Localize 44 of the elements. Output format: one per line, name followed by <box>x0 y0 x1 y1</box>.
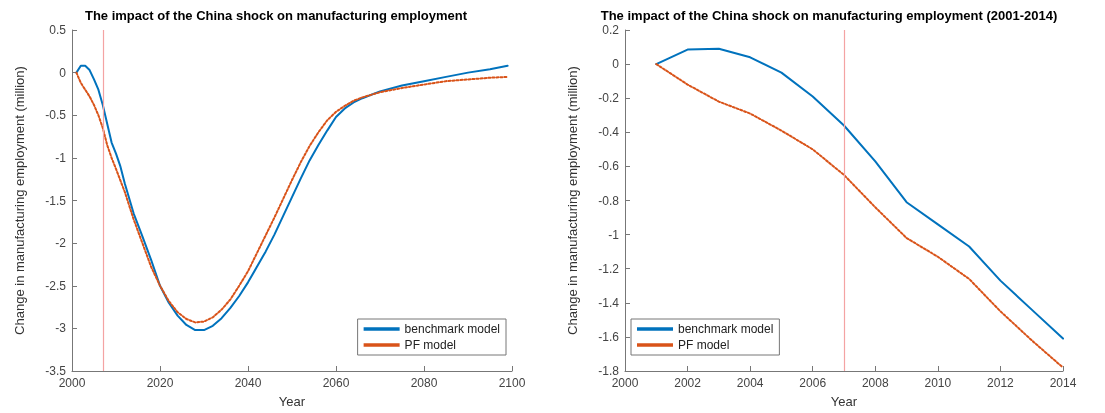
y-tick-label: 0.2 <box>602 23 620 37</box>
y-tick-label: -1.4 <box>598 295 620 310</box>
y-axis-title: Change in manufacturing employment (million) <box>565 66 580 335</box>
y-axis-title: Change in manufacturing employment (million) <box>12 66 27 335</box>
y-tick-label: -1.8 <box>598 364 620 378</box>
y-tick-label: -2 <box>55 236 67 251</box>
y-tick-label: -0.4 <box>598 125 620 140</box>
x-tick-label: 2020 <box>146 376 174 390</box>
y-tick-label: -2.5 <box>45 278 67 293</box>
y-tick-label: -3 <box>55 321 67 336</box>
x-tick-label: 2014 <box>1049 376 1077 390</box>
x-axis-title: Year <box>278 394 306 409</box>
y-tick-label: 0 <box>612 57 620 72</box>
x-tick-label: 2100 <box>498 376 526 390</box>
y-tick-label: 0.5 <box>49 23 67 37</box>
legend-label: benchmark model <box>678 322 774 336</box>
x-tick-label: 2002 <box>674 376 702 390</box>
chart-title: The impact of the China shock on manufacturing employment (2001-2014) <box>600 8 1058 23</box>
x-tick-label: 2080 <box>410 376 438 390</box>
y-tick-label: -3.5 <box>45 364 67 378</box>
y-tick-label: -0.5 <box>45 108 67 123</box>
y-tick-label: -0.6 <box>598 159 620 174</box>
y-tick-label: -1.2 <box>598 261 620 276</box>
legend-label: benchmark model <box>404 322 501 336</box>
x-tick-label: 2040 <box>234 376 262 390</box>
legend-label: PF model <box>404 338 456 352</box>
x-tick-label: 2000 <box>611 376 639 390</box>
y-tick-label: -1.5 <box>45 193 67 208</box>
x-tick-label: 2000 <box>58 376 86 390</box>
x-tick-label: 2006 <box>799 376 827 390</box>
y-tick-label: 0 <box>59 65 67 80</box>
y-tick-label: -0.8 <box>598 193 620 208</box>
x-tick-label: 2010 <box>924 376 952 390</box>
y-tick-label: -0.2 <box>598 91 620 106</box>
legend-label: PF model <box>678 338 730 352</box>
x-axis-title: Year <box>830 394 858 409</box>
chart-title: The impact of the China shock on manufacturing employment <box>84 8 468 23</box>
y-tick-label: -1 <box>55 150 67 165</box>
x-tick-label: 2060 <box>322 376 350 390</box>
x-tick-label: 2004 <box>736 376 764 390</box>
x-tick-label: 2012 <box>987 376 1015 390</box>
y-tick-label: -1 <box>608 227 620 242</box>
y-tick-label: -1.6 <box>598 329 620 344</box>
x-tick-label: 2008 <box>861 376 889 390</box>
